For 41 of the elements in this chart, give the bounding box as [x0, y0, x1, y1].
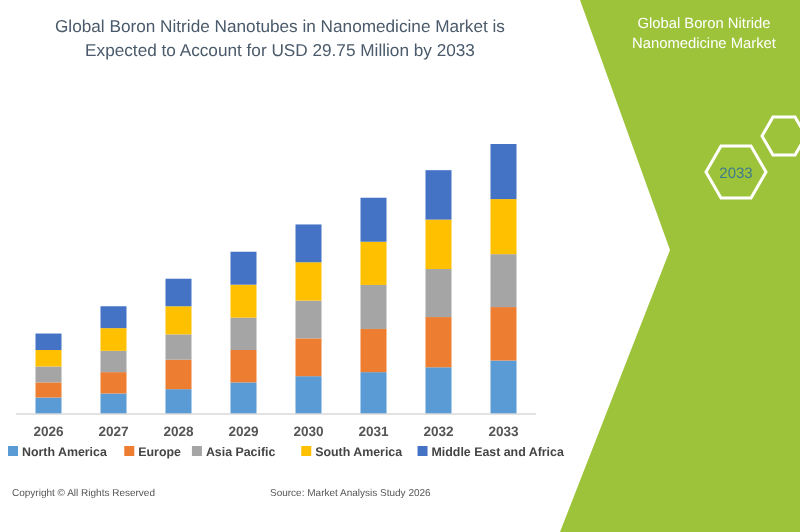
bar [100, 306, 127, 329]
bar [425, 170, 452, 220]
bar [490, 360, 517, 414]
bar [100, 393, 127, 414]
bar [425, 317, 452, 368]
bar [360, 284, 387, 329]
bar [295, 262, 322, 301]
bar [230, 382, 257, 414]
bar [230, 317, 257, 351]
bar [165, 334, 192, 360]
bar [165, 359, 192, 390]
bar [230, 251, 257, 285]
bar [295, 224, 322, 263]
bar [35, 350, 62, 367]
bar [295, 376, 322, 414]
bar [360, 328, 387, 373]
bar [425, 219, 452, 270]
bar [165, 278, 192, 307]
bar [100, 328, 127, 351]
bar [490, 144, 517, 200]
bar [360, 197, 387, 242]
bar [295, 300, 322, 339]
bar [35, 333, 62, 351]
bar [360, 372, 387, 414]
bar [230, 350, 257, 383]
bar [35, 397, 62, 414]
bar [230, 284, 257, 318]
bar [165, 306, 192, 335]
bar [425, 367, 452, 414]
bar [35, 366, 62, 383]
bar [490, 199, 517, 255]
bar [360, 241, 387, 285]
bar [490, 254, 517, 308]
bar [100, 350, 127, 373]
bar [490, 307, 517, 361]
chart-title: Global Boron Nitride Nanotubes in Nanomedicine Market is Expected to Account for USD 29.75 Million by 2033 [55, 16, 505, 60]
bar [35, 382, 62, 398]
bar [165, 389, 192, 414]
bar [100, 372, 127, 394]
bar [425, 269, 452, 318]
bar [295, 338, 322, 377]
